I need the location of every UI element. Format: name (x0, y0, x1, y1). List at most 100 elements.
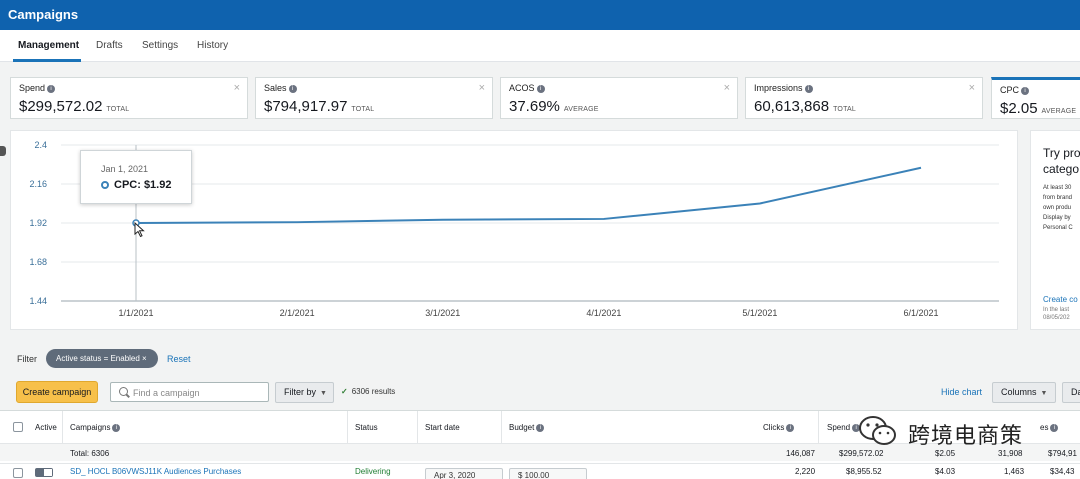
metric-card-spend[interactable]: Spend i × $299,572.02 TOTAL (10, 77, 248, 119)
metric-aggregation: AVERAGE (1041, 108, 1077, 115)
metric-value: 37.69% (509, 98, 560, 115)
date-range-label: Da (1071, 387, 1080, 397)
info-icon[interactable]: i (47, 84, 56, 93)
promo-title-line: Try pro (1043, 146, 1080, 160)
table-toolbar: Create campaign Filter by▼ ✓6306 results… (0, 380, 1080, 406)
row-spend: $8,955.52 (846, 467, 882, 476)
column-header-campaigns: Campaigns i (70, 423, 121, 432)
row-sales: $34,43 (1050, 467, 1075, 476)
chart-panel: 2.4 2.16 1.92 1.68 1.44 1/1/2021 2/1/2021 3/1/2… (10, 130, 1018, 330)
tab-history[interactable]: History (197, 40, 229, 51)
metric-label: Impressions (754, 83, 803, 93)
metric-card-sales[interactable]: Sales i × $794,917.97 TOTAL (255, 77, 493, 119)
info-icon[interactable]: i (804, 84, 813, 93)
columns-dropdown[interactable]: Columns ▼ (992, 382, 1056, 403)
close-icon[interactable]: × (723, 82, 730, 94)
total-spend: $299,572.02 (839, 449, 884, 458)
y-tick-label: 1.68 (29, 257, 47, 267)
metric-value: $299,572.02 (19, 98, 103, 115)
metric-card-impressions[interactable]: Impressions i × 60,613,868 TOTAL (745, 77, 983, 119)
app-header: Campaigns (0, 0, 1080, 30)
promo-title-line: catego (1043, 162, 1080, 176)
info-icon[interactable]: i (1050, 423, 1059, 432)
info-icon[interactable]: i (1021, 86, 1030, 95)
promo-body-line: Personal C (1043, 225, 1073, 231)
active-status-filter-chip[interactable]: Active status = Enabled × (46, 349, 158, 368)
filter-label: Filter (17, 354, 37, 364)
budget-field[interactable]: $ 100.00 (509, 468, 587, 479)
info-icon[interactable]: i (536, 84, 545, 93)
status-badge: Delivering (355, 467, 391, 476)
hide-chart-link[interactable]: Hide chart (941, 387, 983, 397)
info-icon[interactable]: i (112, 423, 121, 432)
promo-note-line: 08/05/202 (1043, 315, 1070, 321)
start-date-field[interactable]: Apr 3, 2020 (425, 468, 503, 479)
promo-body-line: Display by (1043, 215, 1071, 221)
close-icon[interactable]: × (968, 82, 975, 94)
promo-body-line: own produ (1043, 205, 1072, 211)
reset-filter-link[interactable]: Reset (167, 354, 191, 364)
promo-panel: Try pro catego At least 30 from brand ow… (1030, 130, 1080, 330)
close-icon[interactable]: × (233, 82, 240, 94)
info-icon[interactable]: i (288, 84, 297, 93)
date-range-dropdown[interactable]: Da (1062, 382, 1080, 403)
promo-body-line: from brand (1043, 195, 1073, 201)
campaign-search[interactable] (110, 382, 269, 402)
tab-bar: Management Drafts Settings History (0, 30, 1080, 62)
series-marker-icon (101, 181, 109, 189)
column-header-status[interactable]: Status (355, 423, 378, 432)
promo-body-line: At least 30 (1043, 185, 1072, 191)
metric-card-cpc[interactable]: CPC i $2.05 AVERAGE (991, 77, 1080, 119)
x-tick-label: 2/1/2021 (280, 308, 315, 318)
table-row: SD_ HOCL B06VWSJ11K Audiences Purchases … (0, 463, 1080, 479)
y-tick-label: 1.92 (29, 218, 47, 228)
campaign-name-link[interactable]: SD_ HOCL B06VWSJ11K Audiences Purchases (70, 467, 242, 476)
cpc-line-chart: 2.4 2.16 1.92 1.68 1.44 1/1/2021 2/1/2021 3/1/2… (29, 140, 999, 318)
row-orders: 1,463 (1004, 467, 1025, 476)
series-line (135, 166, 922, 224)
select-all-checkbox[interactable] (13, 422, 23, 432)
close-icon[interactable]: × (478, 82, 485, 94)
column-header-start-date[interactable]: Start date (425, 423, 460, 432)
column-header-label[interactable]: Campaigns (70, 423, 111, 432)
row-clicks: 2,220 (795, 467, 816, 476)
promo-note-line: In the last (1043, 307, 1070, 313)
filter-row: Filter Active status = Enabled × Reset (0, 345, 1080, 375)
metric-card-acos[interactable]: ACOS i × 37.69% AVERAGE (500, 77, 738, 119)
info-icon[interactable]: i (852, 423, 861, 432)
metric-value: $2.05 (1000, 100, 1038, 117)
active-toggle[interactable] (35, 468, 53, 477)
metric-aggregation: AVERAGE (563, 106, 599, 113)
create-campaign-button[interactable]: Create campaign (16, 381, 98, 403)
total-sales: $794,91 (1048, 449, 1077, 458)
column-header-label[interactable]: Clicks (763, 423, 785, 432)
tab-management[interactable]: Management (18, 40, 80, 51)
filter-by-dropdown[interactable]: Filter by ▼ (275, 382, 334, 403)
wechat-logo-icon (859, 416, 896, 445)
x-tick-label: 3/1/2021 (425, 308, 460, 318)
results-count: ✓ 6306 results (341, 387, 395, 396)
row-checkbox[interactable] (13, 468, 23, 478)
x-tick-label: 1/1/2021 (118, 308, 153, 318)
collapse-handle[interactable] (0, 146, 6, 156)
metric-value: $794,917.97 (264, 98, 348, 115)
column-header-spend: Spend i (827, 423, 861, 432)
check-icon: ✓ (341, 387, 348, 396)
tab-settings[interactable]: Settings (142, 40, 179, 51)
metric-value: 60,613,868 (754, 98, 830, 115)
results-text: 6306 results (351, 387, 396, 396)
y-tick-label: 2.16 (29, 179, 47, 189)
info-icon[interactable]: i (536, 423, 545, 432)
column-header-clicks: Clicks i (763, 423, 795, 432)
column-header-active[interactable]: Active (35, 423, 57, 432)
table-total-row: Total: 6306 146,087 $299,572.02 $2.05 31… (0, 443, 1080, 461)
column-header-label[interactable]: Budget (509, 423, 535, 432)
tab-drafts[interactable]: Drafts (96, 40, 123, 51)
promo-create-link[interactable]: Create co (1043, 295, 1078, 304)
search-input[interactable] (133, 386, 263, 399)
info-icon[interactable]: i (786, 423, 795, 432)
x-tick-label: 5/1/2021 (742, 308, 777, 318)
campaigns-table: Active Campaigns i Status Start date Budg… (0, 410, 1080, 479)
column-header-label[interactable]: es (1040, 423, 1049, 432)
column-header-label[interactable]: Spend (827, 423, 851, 432)
